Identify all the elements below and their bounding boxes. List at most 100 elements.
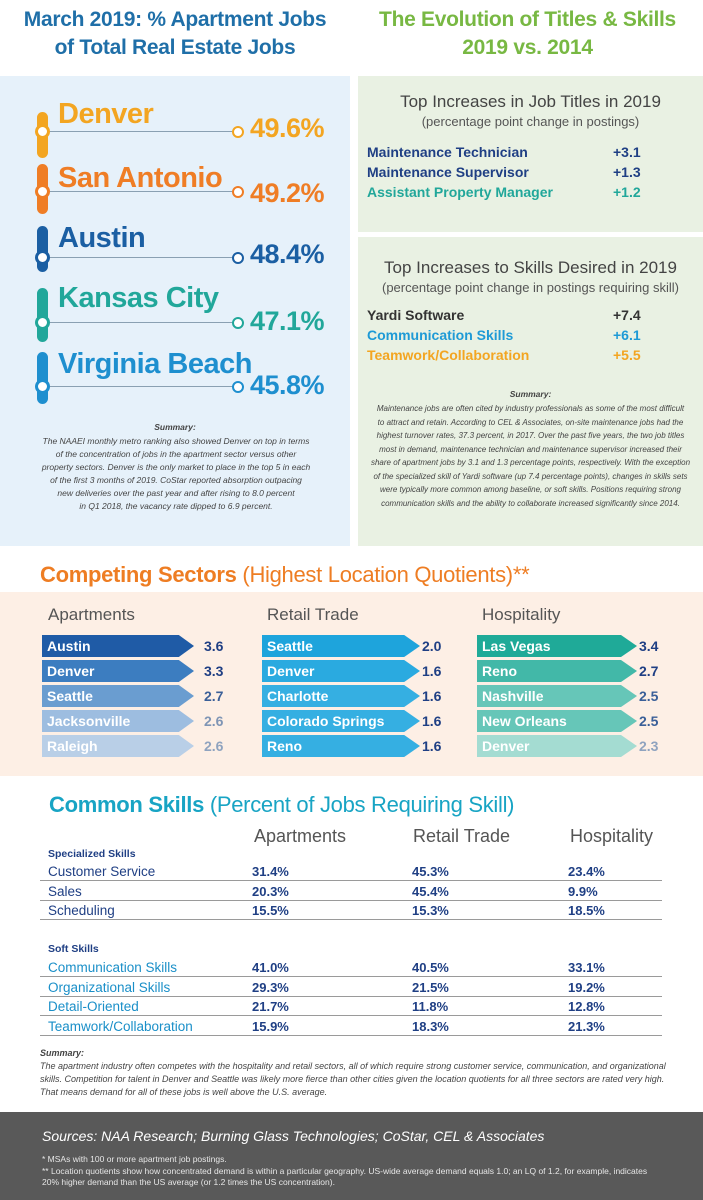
- skill-value: 45.3%: [412, 864, 449, 879]
- metro-dot-right: [232, 126, 244, 138]
- metro-dot-left: [35, 315, 50, 330]
- job-titles-subheading: (percentage point change in postings): [421, 114, 640, 129]
- metro-dot-left: [35, 184, 50, 199]
- sector-city: Denver: [267, 663, 315, 679]
- skill-value: 15.3%: [412, 903, 449, 918]
- sector-heading-apartments: Apartments: [48, 605, 135, 624]
- skill-value: 9.9%: [568, 883, 598, 899]
- sector-row: Austin 3.6: [42, 635, 232, 657]
- skill-name: Customer Service: [48, 864, 156, 879]
- specialized-skills-label: Specialized Skills: [48, 848, 136, 860]
- skills-col-hospitality: Hospitality: [570, 826, 654, 846]
- sector-row: Jacksonville 2.6: [42, 710, 232, 732]
- metro-bar: [37, 352, 48, 404]
- titles-summary-line: Maintenance jobs are often cited by indu…: [376, 404, 685, 413]
- skills-desired-heading: Top Increases to Skills Desired in 2019: [384, 258, 677, 277]
- metro-title-line1: March 2019: % Apartment Jobs: [23, 8, 327, 31]
- job-title-name: Maintenance Technician: [367, 144, 528, 160]
- skill-value: 15.9%: [252, 1018, 289, 1034]
- metro-dot-right: [232, 381, 244, 393]
- sector-value: 3.6: [204, 638, 224, 654]
- skill-value: 11.8%: [412, 999, 449, 1014]
- sector-value: 1.6: [422, 738, 442, 754]
- metro-pct: 48.4%: [250, 239, 325, 269]
- metro-line: [44, 257, 236, 258]
- sector-bar: [42, 685, 194, 707]
- metro-line: [44, 191, 236, 192]
- skill-value: 21.3%: [568, 1018, 605, 1034]
- job-title-name: Assistant Property Manager: [367, 184, 553, 200]
- footer-sources: Sources: NAA Research; Burning Glass Tec…: [42, 1128, 545, 1144]
- table-row: Detail-Oriented 21.7% 11.8% 12.8%: [40, 997, 662, 1016]
- table-row: Scheduling 15.5% 15.3% 18.5%: [40, 901, 662, 920]
- metro-summary-line: of the first 3 months of 2019. CoStar re…: [50, 475, 302, 485]
- table-row: Teamwork/Collaboration 15.9% 18.3% 21.3%: [40, 1017, 662, 1036]
- sector-value: 1.6: [422, 688, 442, 704]
- job-title-name: Maintenance Supervisor: [367, 164, 529, 180]
- skills-title-light: (Percent of Jobs Requiring Skill): [204, 792, 515, 817]
- skill-desired-name: Yardi Software: [367, 307, 465, 323]
- metro-pct: 49.2%: [250, 178, 325, 208]
- titles-summary-line: share of apartment jobs by 3.1 and 1.3 p…: [370, 458, 691, 467]
- sector-bar: [262, 635, 420, 657]
- sector-bar: [262, 685, 420, 707]
- metro-row-virginia-beach: Virginia Beach 45.8%: [0, 348, 350, 410]
- job-title-value: +1.3: [613, 164, 641, 180]
- table-row: Organizational Skills 29.3% 21.5% 19.2%: [40, 978, 662, 997]
- sector-value: 2.7: [639, 663, 659, 679]
- skill-value: 40.5%: [412, 960, 449, 975]
- table-row: Sales 20.3% 45.4% 9.9%: [40, 882, 662, 901]
- metro-row-kansas-city: Kansas City 47.1%: [0, 282, 350, 344]
- job-title-value: +3.1: [613, 144, 641, 160]
- metro-summary-line: of the concentration of jobs in the apar…: [55, 449, 297, 459]
- sector-bar: [477, 685, 637, 707]
- sector-bar: [42, 710, 194, 732]
- skill-value: 33.1%: [568, 960, 605, 975]
- metro-line: [44, 386, 236, 387]
- metro-line: [44, 131, 236, 132]
- sector-city: Las Vegas: [482, 638, 551, 654]
- skill-desired-name: Teamwork/Collaboration: [367, 347, 530, 363]
- titles-summary-line: highest turnover rates, 37.3 percent, in…: [376, 431, 685, 440]
- sector-row: Reno 2.7: [477, 660, 667, 682]
- sector-city: Seattle: [47, 688, 93, 704]
- metro-dot-left: [35, 124, 50, 139]
- metro-title-line2: of Total Real Estate Jobs: [54, 36, 296, 59]
- sector-row: Raleigh 2.6: [42, 735, 232, 757]
- table-row: Customer Service 31.4% 45.3% 23.4%: [40, 862, 662, 881]
- titles-summary-line: to attract and retain. According to CEL …: [377, 417, 684, 427]
- titles-summary-line: were typically more common among baselin…: [379, 485, 681, 494]
- skill-value: 41.0%: [252, 960, 289, 975]
- sector-bar: [42, 660, 194, 682]
- sectors-title-bold: Competing Sectors: [40, 562, 237, 587]
- sector-value: 1.6: [422, 713, 442, 729]
- skill-value: 15.5%: [252, 903, 289, 918]
- titles-summary-line: of the specialized skill of Yardi softwa…: [373, 471, 688, 481]
- sector-city: Jacksonville: [47, 713, 131, 729]
- metro-title: March 2019: % Apartment Jobs of Total Re…: [0, 6, 350, 62]
- sector-value: 3.4: [639, 638, 659, 654]
- skill-name: Detail-Oriented: [48, 999, 139, 1014]
- skill-value: 18.5%: [568, 903, 605, 918]
- sector-row: Seattle 2.7: [42, 685, 232, 707]
- sector-value: 2.0: [422, 638, 442, 654]
- metro-summary-line: property sectors. Denver is the only mar…: [41, 462, 311, 472]
- metro-pct: 45.8%: [250, 370, 325, 400]
- titles-summary-line: most in demand, maintenance technician a…: [379, 444, 682, 454]
- metro-dot-left: [35, 379, 50, 394]
- sectors-title-light: (Highest Location Quotients)**: [236, 562, 530, 587]
- skill-desired-value: +7.4: [613, 307, 641, 323]
- sector-row: Denver 3.3: [42, 660, 232, 682]
- sector-row: New Orleans 2.5: [477, 710, 667, 732]
- sector-row: Reno 1.6: [262, 735, 452, 757]
- metro-row-san-antonio: San Antonio 49.2%: [0, 160, 350, 222]
- sector-bar: [477, 710, 637, 732]
- skill-value: 21.5%: [412, 979, 449, 995]
- metro-pct: 49.6%: [250, 113, 325, 143]
- sector-value: 3.3: [204, 663, 224, 679]
- skill-value: 45.4%: [412, 883, 449, 899]
- metro-city: Austin: [58, 222, 146, 254]
- skill-desired-value: +5.5: [613, 347, 641, 363]
- sector-value: 2.6: [204, 738, 224, 754]
- metro-summary-line: The NAAEI monthly metro ranking also sho…: [42, 436, 310, 446]
